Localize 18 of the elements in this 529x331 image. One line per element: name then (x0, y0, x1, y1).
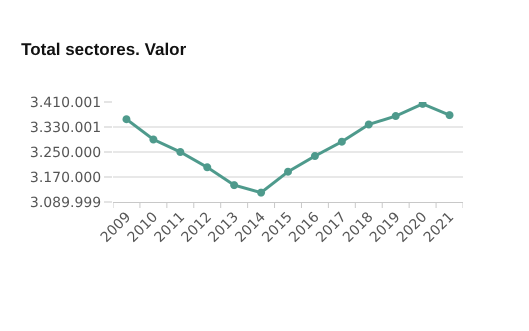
point (122, 115, 130, 124)
y-tick-label: 3.330.001 (30, 120, 102, 136)
point (338, 138, 346, 146)
point (257, 188, 266, 197)
point (392, 112, 400, 120)
point (149, 136, 158, 144)
y-tick-label: 3.250.000 (30, 144, 102, 161)
y-tick-label: 3.089.999 (30, 194, 102, 211)
point (446, 111, 454, 120)
y-tick-label: 3.170.000 (30, 170, 102, 186)
point (176, 148, 184, 156)
point (203, 163, 212, 172)
point (284, 168, 292, 176)
point (310, 152, 319, 160)
chart-title: Total sectores. Valor (21, 40, 187, 59)
y-tick-label: 3.410.001 (30, 94, 102, 111)
point (230, 181, 238, 190)
point (364, 120, 373, 128)
